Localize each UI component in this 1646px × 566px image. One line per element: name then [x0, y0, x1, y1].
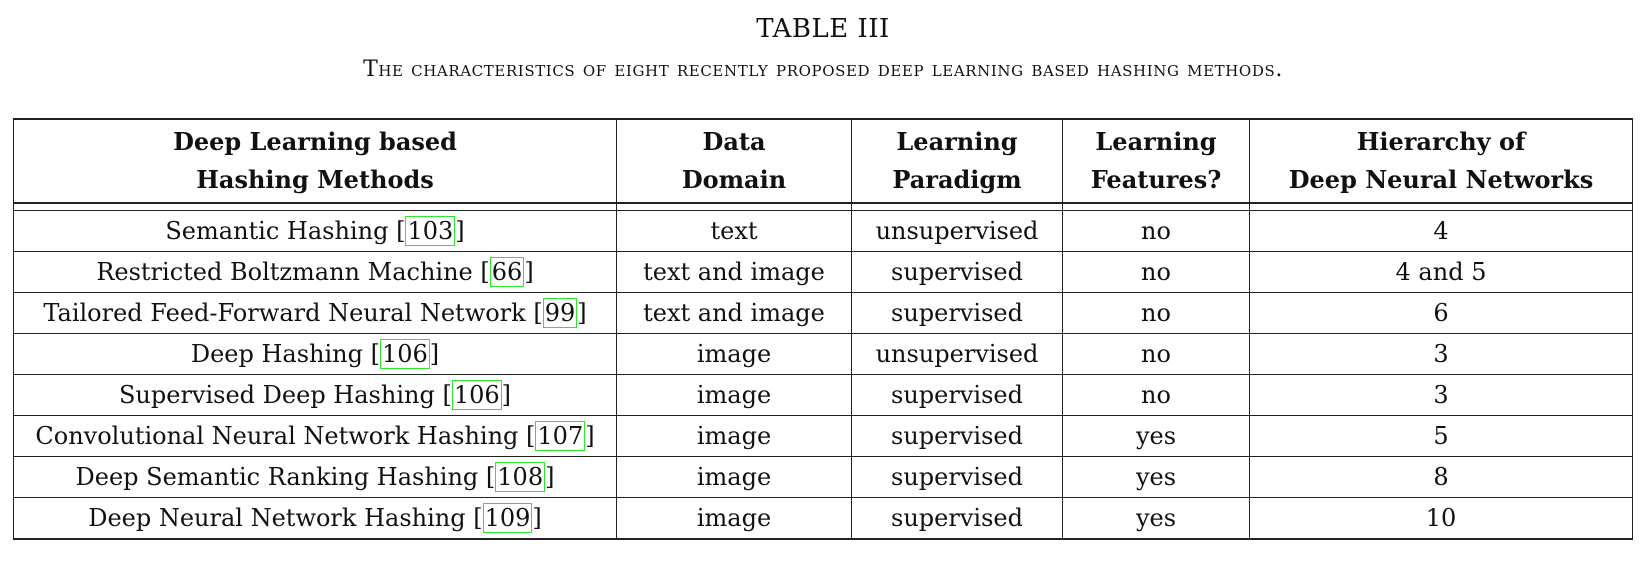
table-body: Semantic Hashing [103] text unsupervised no…: [13, 202, 1633, 540]
header-row: Deep Learning based Hashing Methods Data…: [13, 118, 1633, 204]
citation-link[interactable]: 108: [495, 462, 546, 492]
citation-link[interactable]: 66: [489, 257, 525, 287]
citation-link[interactable]: 107: [535, 421, 586, 451]
table-row: Restricted Boltzmann Machine [66] text an…: [13, 251, 1633, 293]
header-line: Hierarchy of: [1356, 127, 1526, 156]
header-line: Learning: [896, 127, 1018, 156]
cell-features: yes: [1062, 497, 1250, 540]
header-line: Learning: [1095, 127, 1217, 156]
method-name: Supervised Deep Hashing: [118, 381, 435, 409]
table-row: Deep Hashing [106] image unsupervised no 3: [13, 333, 1633, 375]
header-line: Deep Learning based: [173, 127, 457, 156]
cell-features: no: [1062, 210, 1250, 252]
cell-hierarchy: 4 and 5: [1249, 251, 1633, 293]
table-row: Deep Neural Network Hashing [109] image su…: [13, 497, 1633, 540]
table-row: Deep Semantic Ranking Hashing [108] image…: [13, 456, 1633, 498]
table-caption: The characteristics of eight recently pr…: [363, 57, 1283, 82]
cell-method: Convolutional Neural Network Hashing [10…: [13, 415, 617, 457]
method-name: Tailored Feed-Forward Neural Network: [43, 299, 526, 327]
cell-features: no: [1062, 374, 1250, 416]
cell-features: yes: [1062, 415, 1250, 457]
header-line: Domain: [681, 165, 787, 194]
cell-domain: image: [616, 497, 852, 540]
cell-method: Restricted Boltzmann Machine [66]: [13, 251, 617, 293]
separator-cell: [616, 202, 852, 211]
separator-cell: [1062, 202, 1250, 211]
cell-paradigm: supervised: [851, 374, 1063, 416]
cell-paradigm: supervised: [851, 456, 1063, 498]
separator-cell: [13, 202, 617, 211]
citation-link[interactable]: 106: [451, 380, 502, 410]
separator-cell: [851, 202, 1063, 211]
cell-domain: image: [616, 333, 852, 375]
header-domain: Data Domain: [616, 118, 852, 204]
cell-method: Tailored Feed-Forward Neural Network [99…: [13, 292, 617, 334]
cell-hierarchy: 6: [1249, 292, 1633, 334]
method-name: Deep Semantic Ranking Hashing: [75, 463, 479, 491]
cell-method: Deep Hashing [106]: [13, 333, 617, 375]
method-name: Restricted Boltzmann Machine: [96, 258, 473, 286]
citation-link[interactable]: 109: [482, 503, 533, 533]
cell-hierarchy: 3: [1249, 333, 1633, 375]
cell-paradigm: unsupervised: [851, 333, 1063, 375]
table-row: Convolutional Neural Network Hashing [10…: [13, 415, 1633, 457]
cell-method: Deep Neural Network Hashing [109]: [13, 497, 617, 540]
cell-method: Supervised Deep Hashing [106]: [13, 374, 617, 416]
table-row: Supervised Deep Hashing [106] image superv…: [13, 374, 1633, 416]
cell-hierarchy: 5: [1249, 415, 1633, 457]
cell-features: no: [1062, 333, 1250, 375]
cell-features: yes: [1062, 456, 1250, 498]
header-method: Deep Learning based Hashing Methods: [13, 118, 617, 204]
header-features: Learning Features?: [1062, 118, 1250, 204]
method-name: Deep Hashing: [190, 340, 363, 368]
cell-domain: image: [616, 374, 852, 416]
cell-paradigm: supervised: [851, 251, 1063, 293]
citation-link[interactable]: 103: [405, 216, 456, 246]
methods-table: Deep Learning based Hashing Methods Data…: [13, 118, 1633, 540]
table-row: Tailored Feed-Forward Neural Network [99…: [13, 292, 1633, 334]
cell-hierarchy: 10: [1249, 497, 1633, 540]
header-line: Paradigm: [892, 165, 1022, 194]
cell-paradigm: supervised: [851, 497, 1063, 540]
table-label: TABLE III: [756, 14, 890, 44]
method-name: Deep Neural Network Hashing: [88, 504, 466, 532]
cell-method: Semantic Hashing [103]: [13, 210, 617, 252]
cell-domain: image: [616, 456, 852, 498]
header-hierarchy: Hierarchy of Deep Neural Networks: [1249, 118, 1633, 204]
header-line: Deep Neural Networks: [1288, 165, 1594, 194]
method-name: Convolutional Neural Network Hashing: [35, 422, 519, 450]
cell-features: no: [1062, 251, 1250, 293]
cell-domain: image: [616, 415, 852, 457]
table-row: Semantic Hashing [103] text unsupervised no…: [13, 210, 1633, 252]
cell-hierarchy: 8: [1249, 456, 1633, 498]
cell-paradigm: unsupervised: [851, 210, 1063, 252]
header-separator: [13, 202, 1633, 211]
cell-paradigm: supervised: [851, 292, 1063, 334]
cell-method: Deep Semantic Ranking Hashing [108]: [13, 456, 617, 498]
cell-hierarchy: 4: [1249, 210, 1633, 252]
cell-domain: text: [616, 210, 852, 252]
cell-features: no: [1062, 292, 1250, 334]
cell-paradigm: supervised: [851, 415, 1063, 457]
separator-cell: [1249, 202, 1633, 211]
header-line: Hashing Methods: [196, 165, 434, 194]
cell-domain: text and image: [616, 292, 852, 334]
cell-hierarchy: 3: [1249, 374, 1633, 416]
citation-link[interactable]: 106: [379, 339, 430, 369]
citation-link[interactable]: 99: [542, 298, 578, 328]
method-name: Semantic Hashing: [165, 217, 389, 245]
header-line: Features?: [1090, 165, 1222, 194]
cell-domain: text and image: [616, 251, 852, 293]
header-line: Data: [702, 127, 766, 156]
header-paradigm: Learning Paradigm: [851, 118, 1063, 204]
